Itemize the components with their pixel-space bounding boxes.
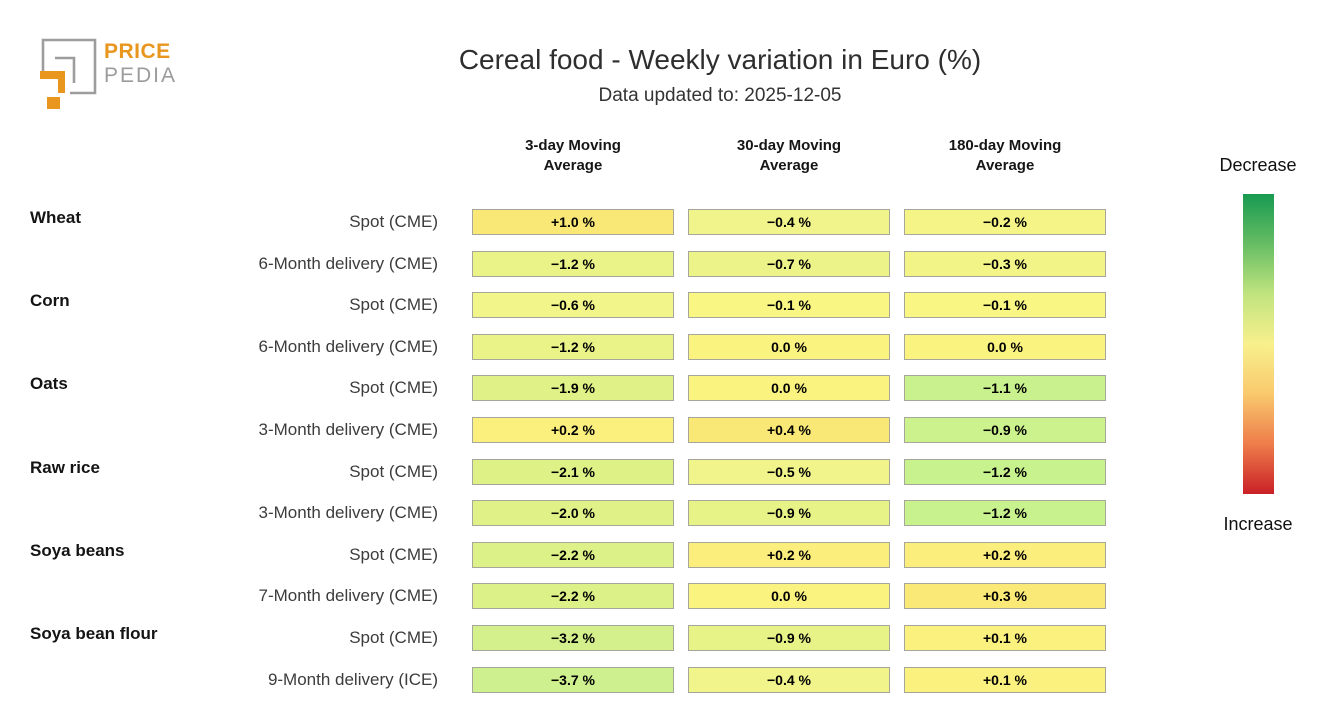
- heatmap-cell: +0.1 %: [904, 625, 1106, 651]
- heatmap-cell: 0.0 %: [688, 583, 890, 609]
- series-row-label: Spot (CME): [349, 378, 438, 397]
- series-row-label: Spot (CME): [349, 462, 438, 481]
- heatmap-cell: −0.5 %: [688, 459, 890, 485]
- series-row-label: 6-Month delivery (CME): [258, 337, 439, 356]
- series-row-label: 3-Month delivery (CME): [258, 503, 439, 522]
- heatmap-cell: −2.0 %: [472, 500, 674, 526]
- heatmap-cell: +0.2 %: [904, 542, 1106, 568]
- pricepedia-logo: PRICE PEDIA: [104, 41, 177, 86]
- heatmap-cell: −0.2 %: [904, 209, 1106, 235]
- legend-gradient-bar: [1243, 194, 1274, 494]
- heatmap-cell: −0.7 %: [688, 251, 890, 277]
- heatmap-cell: −0.4 %: [688, 209, 890, 235]
- legend-increase-label: Increase: [1223, 514, 1293, 534]
- heatmap-cell: −1.1 %: [904, 375, 1106, 401]
- chart-subtitle: Data updated to: 2025-12-05: [598, 85, 842, 106]
- commodity-group-label: Soya bean flour: [30, 624, 158, 643]
- commodity-group-label: Corn: [30, 291, 70, 310]
- series-row-label: Spot (CME): [349, 628, 438, 647]
- heatmap-cell: −0.9 %: [688, 500, 890, 526]
- heatmap-cell: −0.3 %: [904, 251, 1106, 277]
- heatmap-cell: −1.2 %: [472, 334, 674, 360]
- heatmap-cell: −1.9 %: [472, 375, 674, 401]
- series-row-label: 3-Month delivery (CME): [258, 420, 439, 439]
- heatmap-cell: −1.2 %: [904, 459, 1106, 485]
- column-header: 30-day Moving Average: [736, 137, 842, 174]
- series-row-label: 6-Month delivery (CME): [258, 254, 439, 273]
- column-header: 3-day Moving Average: [525, 137, 621, 174]
- commodity-group-label: Soya beans: [30, 541, 125, 560]
- brand-pedia-text: PEDIA: [104, 64, 178, 87]
- chart-title: Cereal food - Weekly variation in Euro (…: [458, 44, 982, 75]
- series-row-label: 7-Month delivery (CME): [258, 586, 439, 605]
- heatmap-cell: −0.1 %: [688, 292, 890, 318]
- series-row-label: 9-Month delivery (ICE): [267, 670, 438, 689]
- column-header: 180-day Moving Average: [948, 137, 1062, 174]
- commodity-group-label: Raw rice: [30, 458, 100, 477]
- heatmap-cell: +0.2 %: [472, 417, 674, 443]
- heatmap-cell: +1.0 %: [472, 209, 674, 235]
- legend-decrease-label: Decrease: [1219, 155, 1297, 175]
- heatmap-cell: −2.2 %: [472, 583, 674, 609]
- heatmap-cell: −0.6 %: [472, 292, 674, 318]
- heatmap-cell: −3.2 %: [472, 625, 674, 651]
- heatmap-cell: −0.9 %: [688, 625, 890, 651]
- heatmap-cell: −0.1 %: [904, 292, 1106, 318]
- heatmap-cell: −2.1 %: [472, 459, 674, 485]
- pricepedia-logo-icon: [40, 38, 97, 109]
- heatmap-cell: 0.0 %: [688, 334, 890, 360]
- heatmap-cell: 0.0 %: [904, 334, 1106, 360]
- heatmap-cell: 0.0 %: [688, 375, 890, 401]
- heatmap-cell: +0.3 %: [904, 583, 1106, 609]
- heatmap-cell: +0.2 %: [688, 542, 890, 568]
- series-row-label: Spot (CME): [349, 295, 438, 314]
- heatmap-cell: −0.4 %: [688, 667, 890, 693]
- series-row-label: Spot (CME): [349, 545, 438, 564]
- heatmap-cell: −0.9 %: [904, 417, 1106, 443]
- heatmap-cell: +0.4 %: [688, 417, 890, 443]
- commodity-group-label: Oats: [30, 374, 68, 393]
- series-row-label: Spot (CME): [349, 212, 438, 231]
- heatmap-cell: −2.2 %: [472, 542, 674, 568]
- heatmap-cell: −1.2 %: [904, 500, 1106, 526]
- commodity-group-label: Wheat: [30, 208, 81, 227]
- heatmap-cell: −1.2 %: [472, 251, 674, 277]
- heatmap-cell: +0.1 %: [904, 667, 1106, 693]
- brand-price-text: PRICE: [104, 40, 171, 63]
- heatmap-cell: −3.7 %: [472, 667, 674, 693]
